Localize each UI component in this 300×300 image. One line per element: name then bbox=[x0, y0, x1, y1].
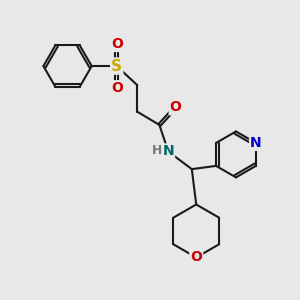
Text: O: O bbox=[111, 37, 123, 51]
Text: N: N bbox=[250, 136, 262, 150]
Text: H: H bbox=[152, 143, 162, 157]
Text: N: N bbox=[162, 145, 174, 158]
Text: O: O bbox=[190, 250, 202, 265]
Text: O: O bbox=[111, 81, 123, 95]
Text: O: O bbox=[170, 100, 182, 114]
Text: S: S bbox=[111, 58, 122, 74]
